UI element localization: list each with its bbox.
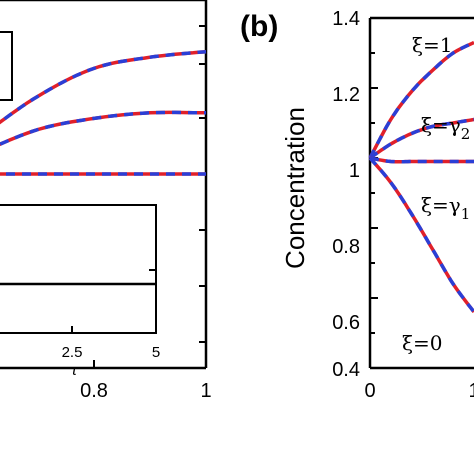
inset-frame — [0, 204, 157, 334]
panel-a-bottom-ticks — [93, 360, 207, 368]
panel-b-series-4-solid — [368, 156, 474, 314]
label-xi-0: ξ=0 — [402, 331, 443, 355]
label-xi-1: ξ=1 — [412, 33, 453, 57]
inset-xtick-2.5: 2.5 — [62, 344, 83, 361]
label-xi-gamma2: ξ=γ2 — [421, 113, 470, 143]
panel-a-xtick-1: 1 — [200, 380, 211, 402]
panel-b-label: (b) — [240, 10, 278, 43]
panel-b-ytick-0.6: 0.6 — [332, 312, 360, 334]
panel-b-ytick-0.4: 0.4 — [332, 359, 360, 381]
panel-a-series-2-solid — [0, 110, 206, 147]
panel-a-curves — [0, 49, 207, 176]
panel-b-ytick-0.8: 0.8 — [332, 236, 360, 258]
panel-b-series-3-dashed — [369, 156, 474, 164]
panel-a-series-1-dashed — [0, 49, 207, 125]
panel-b-series-2-dashed — [369, 117, 474, 160]
panel-a-xtick-0.8: 0.8 — [80, 380, 108, 402]
panel-b-curves — [368, 40, 474, 314]
inset-xlabel: τ — [70, 361, 79, 379]
panel-b-ytick-1.4: 1.4 — [332, 8, 360, 30]
inset-xtick-5: 5 — [152, 344, 160, 361]
panel-b: (b) Concentration 1.4 1.2 1 0.8 0.6 0.4 … — [240, 8, 474, 402]
panel-b-xtick-1: 1 — [468, 380, 474, 402]
panel-b-ytick-1.2: 1.2 — [332, 84, 360, 106]
panel-b-series-1-solid — [368, 40, 474, 159]
panel-a-series-2-dashed — [0, 110, 206, 147]
panel-b-series-1-dashed — [368, 40, 474, 159]
panel-a-legend-box — [0, 31, 13, 101]
label-xi-gamma1: ξ=γ1 — [421, 193, 470, 223]
panel-b-curve-labels: ξ=1 ξ=γ2 ξ=γ1 ξ=0 — [402, 33, 470, 355]
panel-a-inset: 2.5 5 τ — [0, 204, 160, 379]
panel-b-ylabel: Concentration — [280, 107, 310, 269]
panel-a: 2.5 5 τ 0.8 1 — [0, 0, 212, 402]
panel-b-ytick-1: 1 — [349, 160, 360, 182]
panel-b-xtick-0: 0 — [364, 380, 375, 402]
